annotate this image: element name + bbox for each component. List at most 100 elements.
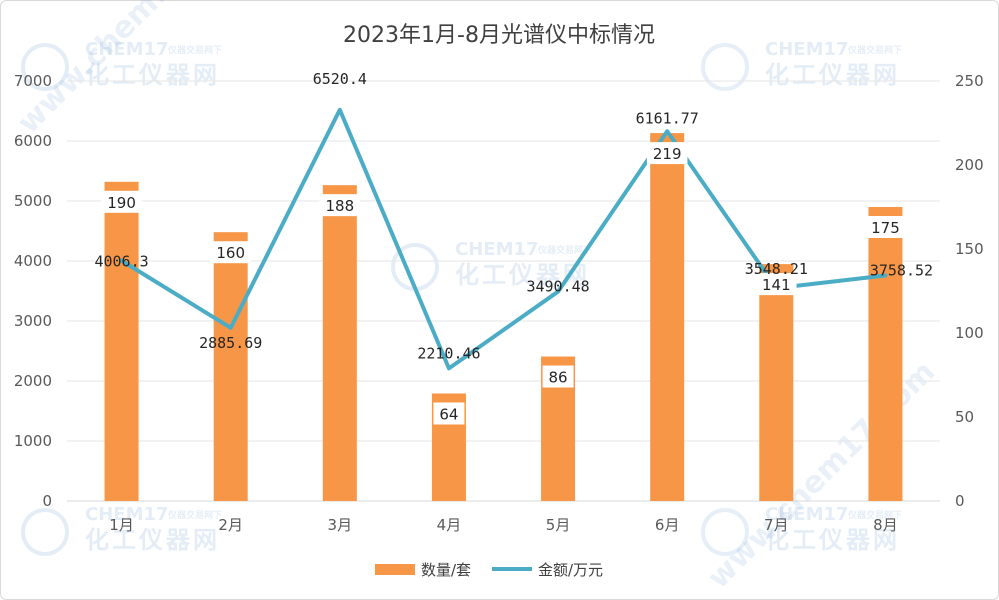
bar xyxy=(868,207,903,501)
watermark-cn: 化工仪器网 xyxy=(765,526,900,554)
watermark-tagline: 仪器交易网下 xyxy=(537,244,592,256)
count-label-box xyxy=(542,365,574,388)
count-label-box xyxy=(756,273,797,296)
amount-label: 6520.4 xyxy=(313,70,367,88)
left-axis-ticks: 0 1000 2000 3000 4000 5000 6000 7000 xyxy=(14,72,52,510)
count-label: 160 xyxy=(216,244,245,262)
watermark-brand: CHEM17 xyxy=(455,239,539,260)
watermark-brand: CHEM17 xyxy=(85,39,169,60)
category-label: 7月 xyxy=(764,516,789,534)
watermark-logo-icon xyxy=(701,508,749,556)
watermark-brand: CHEM17 xyxy=(765,504,849,525)
left-tick-label: 1000 xyxy=(14,432,52,450)
category-label: 4月 xyxy=(437,516,462,534)
line-series xyxy=(119,107,888,371)
line-point xyxy=(557,291,559,293)
watermark-cn: 化工仪器网 xyxy=(765,61,900,89)
watermark-logo-icon xyxy=(21,508,69,556)
count-label: 141 xyxy=(762,276,791,294)
bar xyxy=(213,232,248,501)
line-point xyxy=(121,260,123,262)
right-tick-label: 250 xyxy=(955,72,984,90)
legend: 数量/套 金额/万元 xyxy=(375,561,603,579)
count-label: 64 xyxy=(439,405,458,423)
legend-line-label: 金额/万元 xyxy=(538,561,603,579)
watermark-logo-icon xyxy=(701,43,749,91)
right-axis-ticks: 0 50 100 150 200 250 xyxy=(955,72,984,510)
left-tick-label: 0 xyxy=(42,492,52,510)
count-label-box xyxy=(646,142,688,165)
bar xyxy=(759,264,794,501)
gridlines xyxy=(67,80,940,502)
count-label: 219 xyxy=(653,145,682,163)
category-label: 1月 xyxy=(109,516,134,534)
count-label: 175 xyxy=(871,219,900,237)
amount-label: 3758.52 xyxy=(870,261,933,279)
amount-label: 3548.21 xyxy=(745,260,808,278)
count-label: 86 xyxy=(549,369,568,387)
category-label: 2月 xyxy=(218,516,243,534)
category-axis: 1月 2月 3月 4月 5月 6月 7月 8月 xyxy=(109,516,897,534)
category-label: 8月 xyxy=(873,516,898,534)
count-label-box xyxy=(319,194,361,217)
watermark-tagline: 仪器交易网下 xyxy=(847,509,902,521)
watermark-brand: CHEM17 xyxy=(85,504,169,525)
watermark-logo-icon xyxy=(21,43,69,91)
left-tick-label: 2000 xyxy=(14,372,52,390)
left-tick-label: 6000 xyxy=(14,132,52,150)
line-point xyxy=(666,130,668,132)
left-tick-label: 5000 xyxy=(14,192,52,210)
category-label: 3月 xyxy=(328,516,353,534)
line-point xyxy=(448,367,450,369)
count-label-box xyxy=(433,402,465,425)
bar xyxy=(322,185,357,501)
left-tick-label: 7000 xyxy=(14,72,52,90)
right-tick-label: 0 xyxy=(955,492,965,510)
watermark-url: www.chem17.com xyxy=(701,354,942,595)
watermark-brand: CHEM17 xyxy=(765,39,849,60)
chart-title: 2023年1月-8月光谱仪中标情况 xyxy=(343,23,655,48)
bar xyxy=(650,133,685,501)
count-label-box xyxy=(865,216,906,238)
count-labels: 190 160 188 64 86 219 141 175 xyxy=(101,142,906,425)
right-tick-label: 50 xyxy=(955,408,974,426)
amount-line xyxy=(119,107,888,371)
watermark-tagline: 仪器交易网下 xyxy=(847,44,902,56)
category-label: 5月 xyxy=(546,516,571,534)
amount-label: 3490.48 xyxy=(526,278,589,296)
bar-series xyxy=(104,133,903,502)
count-label-box xyxy=(210,241,251,264)
count-label-box xyxy=(101,190,142,213)
amount-label: 6161.77 xyxy=(636,109,699,127)
line-point xyxy=(339,109,341,111)
right-tick-label: 150 xyxy=(955,240,984,258)
left-tick-label: 3000 xyxy=(14,312,52,330)
line-point xyxy=(884,274,886,276)
watermark-cn: 化工仪器网 xyxy=(85,61,220,89)
bar xyxy=(104,181,139,502)
legend-bar-label: 数量/套 xyxy=(421,561,471,579)
amount-label: 2210.46 xyxy=(417,344,480,362)
watermark-cn: 化工仪器网 xyxy=(85,526,220,554)
count-label: 188 xyxy=(325,197,354,215)
amount-labels: 4006.3 2885.69 6520.4 2210.46 3490.48 6161.77… xyxy=(94,70,933,363)
amount-label: 2885.69 xyxy=(199,334,262,352)
right-tick-label: 100 xyxy=(955,324,984,342)
left-tick-label: 4000 xyxy=(14,252,52,270)
watermark-tagline: 仪器交易网下 xyxy=(167,44,222,56)
count-label: 190 xyxy=(107,194,136,212)
category-label: 6月 xyxy=(655,516,680,534)
line-point xyxy=(230,327,232,329)
watermark-tagline: 仪器交易网下 xyxy=(167,509,222,521)
right-tick-label: 200 xyxy=(955,156,984,174)
legend-bar-swatch xyxy=(375,564,415,575)
amount-label: 4006.3 xyxy=(94,253,148,271)
